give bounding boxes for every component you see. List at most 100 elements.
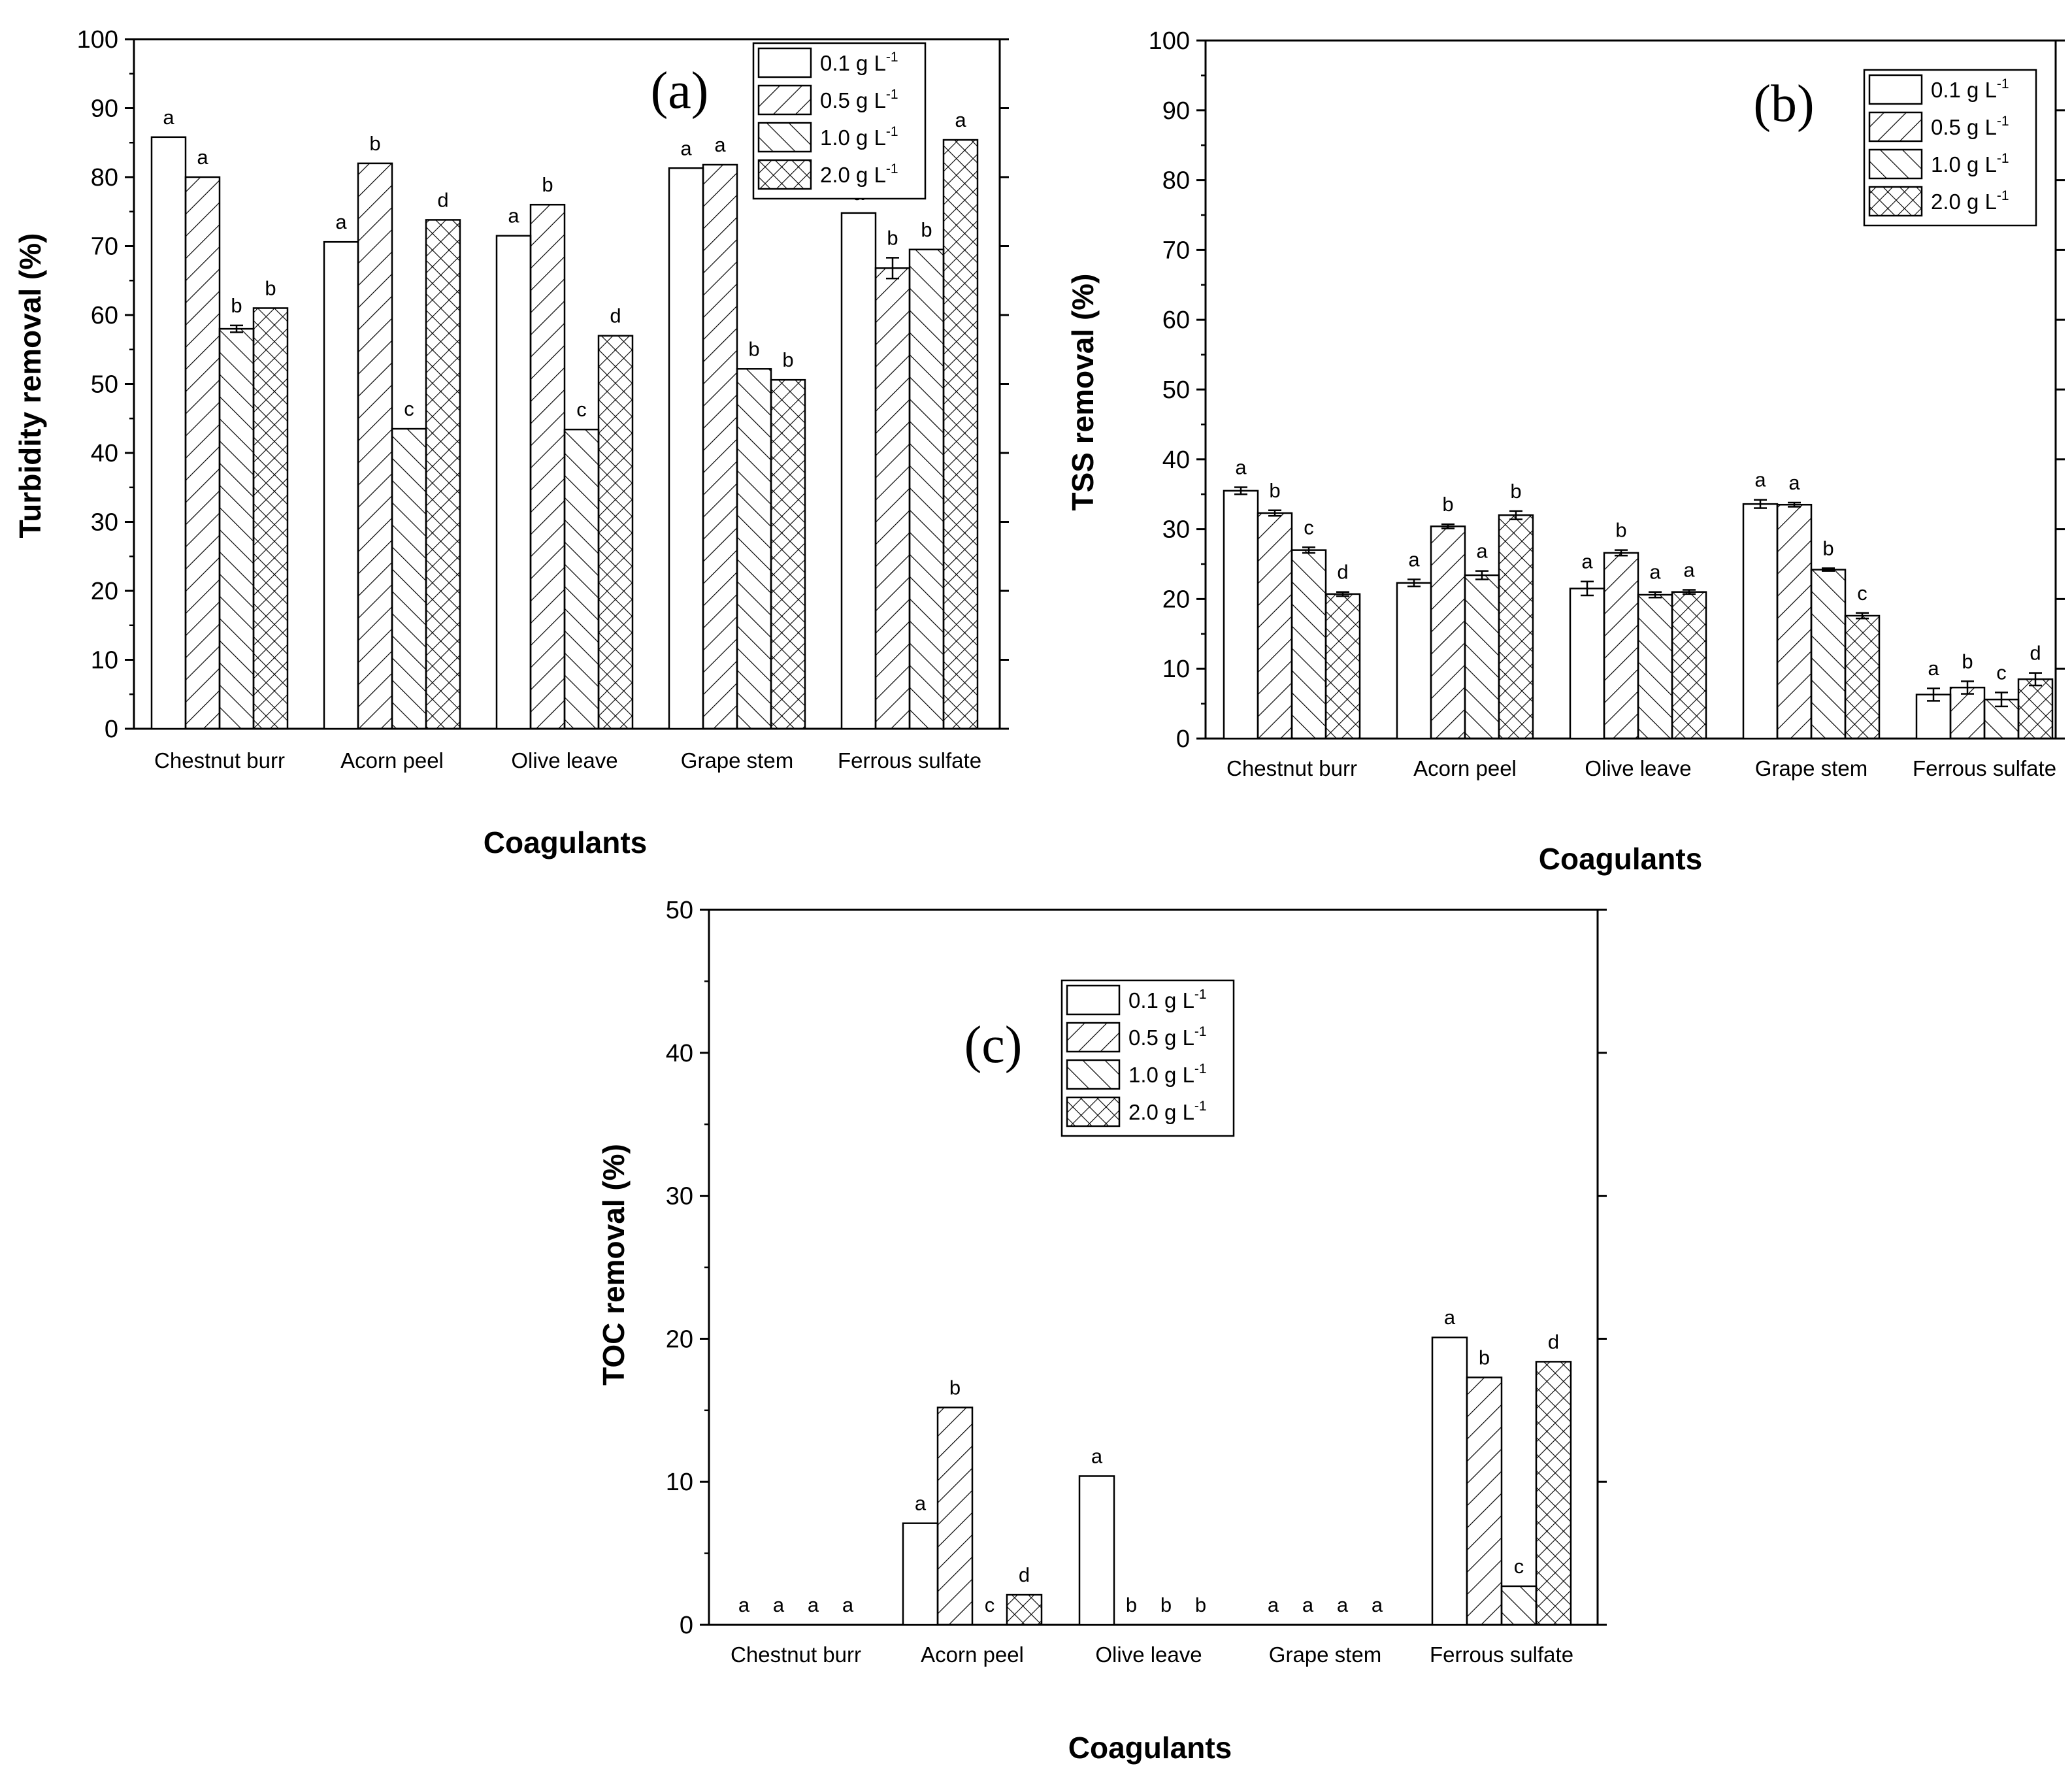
- significance-letter: a: [1235, 456, 1247, 479]
- legend-swatch: [1868, 148, 1923, 180]
- x-tick-label: Olive leave: [511, 748, 617, 773]
- legend-swatch: [1066, 1096, 1121, 1127]
- y-tick-label: 20: [91, 578, 118, 605]
- y-axis: 0 10 20 30 40 50: [666, 897, 1607, 1639]
- significance-letter: b: [542, 173, 553, 196]
- y-tick-label: 60: [1162, 307, 1190, 334]
- y-tick-label: 30: [1162, 516, 1190, 544]
- significance-letter: d: [1548, 1330, 1559, 1353]
- bar: [252, 307, 289, 730]
- bar: [1500, 1585, 1538, 1626]
- legend-entry-label: 1.0 g L-1: [1931, 151, 2009, 176]
- legend-swatch: [1868, 186, 1923, 217]
- panel-label: (c): [964, 1016, 1023, 1074]
- y-tick-label: 20: [666, 1325, 693, 1353]
- y-tick-label: 40: [666, 1040, 693, 1067]
- significance-letter: a: [1928, 657, 1939, 680]
- x-tick-label: Chestnut burr: [1226, 756, 1357, 780]
- bar: [1671, 591, 1707, 740]
- legend-entry-label: 0.1 g L-1: [1931, 76, 2009, 102]
- bar: [702, 163, 738, 730]
- bar: [1466, 1376, 1503, 1626]
- significance-letter: a: [1372, 1593, 1383, 1616]
- bar: [874, 267, 911, 730]
- bar: [1569, 588, 1605, 740]
- x-tick-label: Chestnut burr: [731, 1642, 861, 1667]
- y-axis: 0 10 20 30 40 50 60 70 80 90 100: [77, 26, 1009, 743]
- bar: [1431, 1336, 1468, 1626]
- x-tick-label: Grape stem: [681, 748, 793, 773]
- y-axis-title: Turbidity removal (%): [13, 233, 47, 539]
- significance-letter: a: [714, 133, 726, 156]
- bar: [1810, 569, 1847, 740]
- significance-letter: a: [1268, 1593, 1279, 1616]
- significance-letter: b: [1269, 479, 1280, 502]
- significance-letter: a: [1302, 1593, 1314, 1616]
- y-tick-label: 0: [680, 1612, 693, 1639]
- significance-letter: a: [1581, 550, 1593, 573]
- significance-letter: a: [1649, 561, 1661, 584]
- significance-letter: b: [369, 132, 380, 155]
- bar: [425, 219, 461, 730]
- legend-entry-label: 1.0 g L-1: [820, 124, 898, 150]
- bar: [357, 162, 393, 730]
- significance-letter: a: [808, 1593, 819, 1616]
- x-tick-label: Grape stem: [1755, 756, 1867, 780]
- significance-letter: b: [1822, 537, 1834, 559]
- bar: [1223, 490, 1259, 740]
- legend-swatch: [757, 47, 812, 78]
- legend-entry-label: 1.0 g L-1: [1128, 1061, 1207, 1087]
- y-tick-label: 30: [666, 1183, 693, 1210]
- bar: [150, 136, 187, 730]
- bar: [1078, 1475, 1115, 1626]
- x-tick-label: Acorn peel: [340, 748, 444, 773]
- significance-letter: c: [985, 1593, 995, 1616]
- significance-letter: a: [1337, 1593, 1349, 1616]
- significance-letter: a: [1444, 1306, 1456, 1329]
- legend-entry-label: 0.5 g L-1: [1128, 1024, 1207, 1050]
- legend-swatch: [757, 84, 812, 116]
- significance-letter: d: [610, 305, 621, 327]
- significance-letter: a: [197, 146, 208, 169]
- x-tick-label: Acorn peel: [1413, 756, 1517, 780]
- y-tick-label: 60: [91, 302, 118, 329]
- significance-letter: a: [1408, 548, 1420, 571]
- significance-letter: d: [437, 188, 448, 211]
- significance-letter: b: [1479, 1346, 1490, 1369]
- significance-letter: b: [1195, 1593, 1206, 1616]
- significance-letter: a: [163, 106, 174, 129]
- y-tick-label: 100: [1149, 27, 1190, 55]
- significance-letter: a: [1788, 471, 1800, 494]
- bar: [1535, 1361, 1572, 1626]
- bar: [770, 378, 806, 730]
- significance-letter: a: [842, 1593, 854, 1616]
- significance-letter: b: [1615, 519, 1626, 542]
- significance-letter: b: [887, 226, 898, 249]
- significance-letter: a: [1754, 469, 1766, 492]
- bar: [1430, 525, 1466, 740]
- y-tick-label: 80: [1162, 167, 1190, 195]
- legend-entry-label: 2.0 g L-1: [1931, 188, 2009, 214]
- y-tick-label: 50: [666, 897, 693, 924]
- significance-letter: b: [1962, 650, 1973, 673]
- significance-letter: b: [1126, 1593, 1137, 1616]
- bar: [597, 335, 634, 730]
- x-axis-title: Coagulants: [1068, 1731, 1232, 1765]
- bar: [218, 327, 255, 730]
- bar: [1742, 503, 1779, 740]
- bar: [1257, 512, 1293, 740]
- y-tick-label: 90: [1162, 97, 1190, 125]
- y-tick-label: 0: [105, 716, 118, 743]
- significance-letter: b: [949, 1376, 961, 1399]
- bar: [668, 167, 704, 730]
- legend-entry-label: 0.1 g L-1: [820, 50, 898, 75]
- bar: [908, 248, 945, 730]
- y-tick-label: 40: [91, 440, 118, 467]
- bar: [1396, 582, 1432, 740]
- significance-letter: c: [1304, 516, 1314, 539]
- y-tick-label: 10: [1162, 656, 1190, 683]
